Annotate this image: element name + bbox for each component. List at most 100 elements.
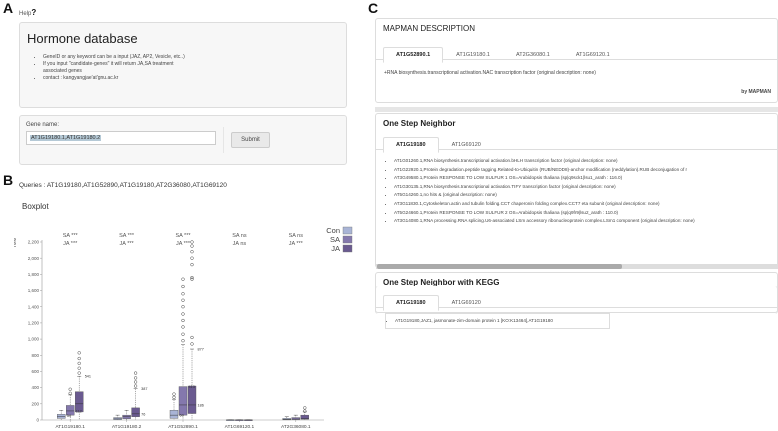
- legend-swatch-con: [342, 226, 353, 235]
- significance-ja: JA ***: [176, 241, 191, 247]
- boxplot-chart: 0 200 400 600 800 1,000 1,200 1,400 1,600 1,800 2,…: [14, 226, 353, 430]
- legend-swatch-ja: [342, 244, 353, 253]
- info-item: contact : kangyangjae'at'gnu.ac.kr: [43, 75, 189, 82]
- info-item: If you input "candidate-genes" it will r…: [43, 61, 189, 75]
- value-label: 541: [85, 375, 91, 379]
- significance-ja: JA ***: [289, 241, 304, 247]
- outlier-point: [303, 406, 307, 410]
- value-label: 54: [67, 414, 71, 418]
- value-label: 112: [76, 409, 82, 413]
- page-title: Hormone database: [27, 31, 138, 46]
- outlier-point: [172, 392, 176, 396]
- tab-at1g69120-1[interactable]: AT1G69120.1: [575, 52, 610, 58]
- y-tick-label: 1,400: [28, 304, 40, 309]
- y-tick-label: 200: [31, 401, 39, 406]
- gene-name-value: AT1G19180.1,AT1G19180.2: [30, 135, 102, 141]
- legend-swatch-sa: [342, 235, 353, 244]
- outlier-point: [190, 263, 194, 267]
- y-tick-label: 1,800: [28, 272, 40, 277]
- outlier-point: [181, 277, 185, 281]
- neighbor-scrollbar[interactable]: [376, 264, 778, 269]
- outlier-point: [77, 361, 81, 365]
- y-tick-label: 1,600: [28, 288, 40, 293]
- help-label: Help: [19, 11, 32, 17]
- outlier-point: [190, 244, 194, 248]
- list-item: AT5G14260.1,no hits & (original descript…: [394, 191, 778, 200]
- outlier-point: [133, 380, 138, 384]
- info-item: GeneID or any keyword can be a input (JA…: [43, 54, 189, 61]
- box-sa: [178, 386, 188, 416]
- outlier-point: [190, 250, 194, 254]
- tab-neighbor-at1g69120[interactable]: AT1G69120: [451, 142, 481, 148]
- scrollbar-thumb[interactable]: [377, 264, 622, 269]
- tab-at1g19180-1[interactable]: AT1G19180.1: [456, 52, 490, 58]
- value-label: 60: [180, 414, 184, 418]
- section-divider: [375, 107, 778, 112]
- mapman-card: MAPMAN DESCRIPTION AT1G52890.1 AT1G19180…: [375, 18, 778, 103]
- outlier-point: [303, 409, 307, 413]
- outlier-point: [181, 318, 185, 323]
- x-tick-label: AT1G52890.1: [168, 424, 198, 430]
- significance-sa: SA ***: [63, 233, 79, 239]
- form-divider: [223, 127, 224, 153]
- neighbor-tabs: AT1G19180 AT1G69120: [383, 137, 494, 153]
- outlier-point: [181, 332, 185, 336]
- kegg-tabs: AT1G19180 AT1G69120: [383, 295, 494, 311]
- value-label: 413: [189, 385, 195, 389]
- kegg-card-body: AT1G19180 AT1G69120: [375, 286, 778, 313]
- kegg-list: AT1G19180,JAZ1, jasmonate-zim-domain pro…: [386, 314, 609, 328]
- kegg-list-box: AT1G19180,JAZ1, jasmonate-zim-domain pro…: [385, 313, 610, 329]
- significance-sa: SA ns: [232, 233, 247, 239]
- panel-label-a: A: [3, 0, 14, 16]
- mapman-tabs: AT1G52890.1 AT1G19180.1 AT2G36080.1 AT1G…: [383, 47, 623, 63]
- outlier-point: [68, 387, 72, 391]
- outlier-point: [77, 351, 81, 355]
- y-tick-label: 800: [31, 353, 39, 358]
- x-tick-label: AT2G36080.1: [281, 424, 311, 430]
- significance-ja: JA ns: [233, 241, 247, 247]
- value-label: 186: [198, 403, 204, 407]
- boxplot-title: Boxplot: [22, 202, 49, 211]
- help-link[interactable]: Help?: [19, 8, 36, 17]
- outlier-point: [190, 342, 194, 346]
- tab-at2g36080-1[interactable]: AT2G36080.1: [516, 52, 550, 58]
- submit-button[interactable]: Submit: [231, 132, 270, 148]
- list-item: AT5G24660.1,Protein RESPONSE TO LOW SULF…: [394, 209, 778, 218]
- value-label: 877: [198, 348, 204, 352]
- box-sa: [66, 405, 75, 416]
- outlier-point: [181, 312, 185, 316]
- box-con: [113, 417, 122, 420]
- mapman-tabline: [376, 59, 778, 60]
- kegg-title: One Step Neighbor with KEGG: [383, 278, 500, 287]
- outlier-point: [181, 325, 185, 329]
- y-tick-label: 2,200: [28, 240, 40, 245]
- help-question-icon: ?: [31, 8, 37, 17]
- outlier-point: [133, 384, 138, 388]
- significance-ja: JA ***: [63, 241, 78, 247]
- mapman-credit: by MAPMAN: [741, 89, 771, 95]
- x-tick-label: AT1G19180.1: [55, 424, 85, 430]
- tab-at1g52890-1[interactable]: AT1G52890.1: [383, 47, 444, 63]
- y-axis-label: TMM: [14, 238, 17, 248]
- outlier-point: [133, 376, 138, 380]
- significance-ja: JA ***: [120, 241, 135, 247]
- box-con: [169, 410, 179, 419]
- y-tick-label: 2,000: [28, 256, 40, 261]
- tab-neighbor-at1g19180[interactable]: AT1G19180: [383, 137, 439, 153]
- hormone-info-list: GeneID or any keyword can be a input (JA…: [29, 54, 189, 83]
- gene-name-input[interactable]: AT1G19180.1,AT1G19180.2: [26, 131, 216, 145]
- box-ja: [75, 391, 84, 413]
- tab-kegg-at1g69120[interactable]: AT1G69120: [451, 300, 481, 306]
- y-tick-label: 0: [36, 418, 39, 423]
- kegg-tabline: [376, 307, 778, 308]
- tab-kegg-at1g19180[interactable]: AT1G19180: [383, 295, 439, 311]
- outlier-point: [190, 256, 194, 260]
- neighbor-list: AT1G01260.1,RNA biosynthesis.transcripti…: [384, 157, 778, 226]
- y-tick-label: 400: [31, 385, 39, 390]
- mapman-description: +RNA biosynthesis.transcriptional activa…: [384, 70, 596, 76]
- outlier-point: [77, 366, 81, 370]
- y-tick-label: 1,200: [28, 321, 40, 326]
- outlier-point: [181, 298, 185, 302]
- outlier-point: [181, 292, 185, 296]
- panel-label-b: B: [3, 172, 14, 188]
